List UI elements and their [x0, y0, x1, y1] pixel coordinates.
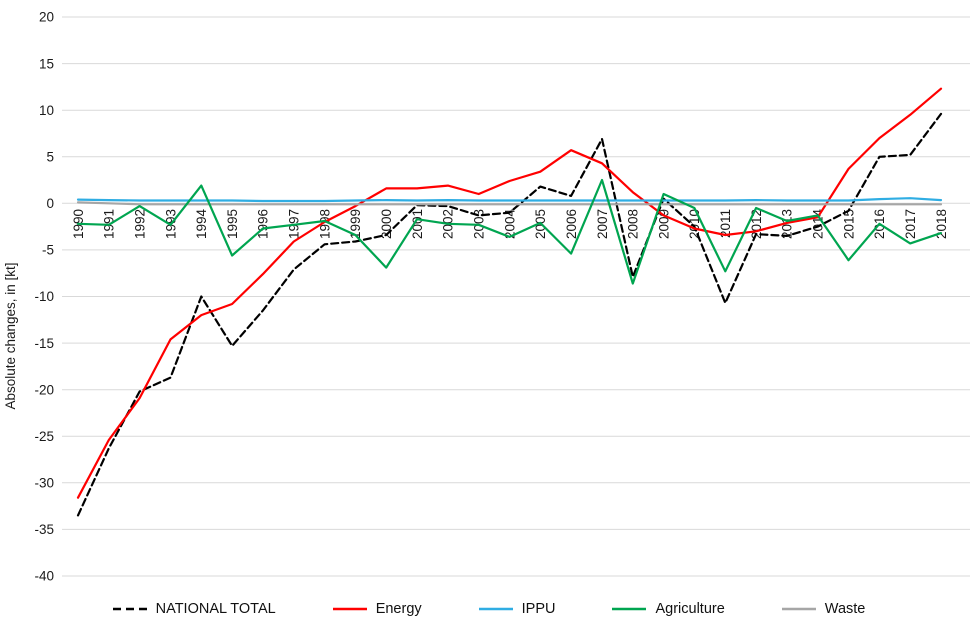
legend-label: IPPU: [521, 601, 556, 617]
x-tick-label-1998: 1998: [317, 209, 332, 239]
x-axis-year-labels: 1990 1991 1992 1993 1994 1995 1996 1997 1998 1999…: [71, 209, 949, 240]
legend-marker-energy-line: [332, 607, 367, 611]
legend-label: Agriculture: [655, 601, 725, 617]
x-tick-label-1999: 1999: [348, 209, 363, 239]
y-tick-label: -20: [34, 382, 54, 397]
y-tick-label: -40: [34, 569, 54, 584]
x-tick-label-2008: 2008: [626, 209, 641, 239]
legend-label: NATIONAL TOTAL: [155, 601, 276, 617]
legend-marker-agriculture-line: [612, 607, 647, 611]
x-tick-label-2001: 2001: [410, 209, 425, 239]
series-line-agriculture: [76, 178, 943, 285]
legend-marker-waste-line: [781, 607, 816, 611]
x-tick-label-2007: 2007: [595, 209, 610, 239]
x-tick-label-2010: 2010: [687, 209, 702, 239]
legend-marker-national-total-line: [112, 607, 147, 611]
x-tick-label-1995: 1995: [225, 209, 240, 239]
legend-marker-ippu-line: [478, 607, 513, 611]
y-axis-tick-labels: 20 15 10 5 0 -5 -10 -15 -20 -25 -30 -35 -40: [34, 10, 54, 584]
series-line-national-total: [76, 112, 943, 517]
legend-item-ippu: IPPU: [478, 601, 556, 617]
x-tick-label-2006: 2006: [564, 209, 579, 239]
legend-item-agriculture: Agriculture: [611, 601, 725, 617]
x-tick-label-2018: 2018: [934, 209, 949, 239]
y-tick-label: 0: [46, 196, 54, 211]
y-tick-label: -35: [34, 522, 54, 537]
x-tick-label-2013: 2013: [780, 209, 795, 239]
y-tick-label: 15: [39, 56, 54, 71]
x-tick-label-2011: 2011: [718, 209, 733, 238]
series-line-waste: [76, 201, 943, 206]
y-tick-label: -30: [34, 476, 54, 491]
legend-label: Energy: [375, 601, 422, 617]
y-tick-label: -15: [34, 336, 54, 351]
legend-item-waste: Waste: [781, 601, 866, 617]
legend-item-energy: Energy: [332, 601, 422, 617]
y-tick-label: -25: [34, 429, 54, 444]
y-axis-title: Absolute changes, in [kt]: [3, 262, 18, 409]
x-tick-label-1994: 1994: [194, 209, 209, 240]
y-tick-label: 10: [39, 103, 54, 118]
series-line-ippu: [76, 197, 943, 203]
x-tick-label-2017: 2017: [903, 209, 918, 239]
y-tick-label: -10: [34, 289, 54, 304]
legend-label: Waste: [824, 601, 866, 617]
series-line-energy: [76, 87, 943, 499]
data-series: [76, 87, 943, 517]
x-tick-label-2004: 2004: [502, 209, 517, 240]
x-tick-label-1992: 1992: [132, 209, 147, 239]
y-tick-label: 5: [46, 149, 54, 164]
chart-legend: NATIONAL TOTAL Energy IPPU Agriculture Waste: [0, 594, 977, 624]
legend-item-national-total: NATIONAL TOTAL: [112, 601, 276, 617]
y-tick-label: -5: [42, 243, 54, 258]
y-tick-label: 20: [39, 10, 54, 25]
x-tick-label-2015: 2015: [841, 209, 856, 239]
gridlines: [62, 16, 970, 577]
x-tick-label-1996: 1996: [256, 209, 271, 239]
